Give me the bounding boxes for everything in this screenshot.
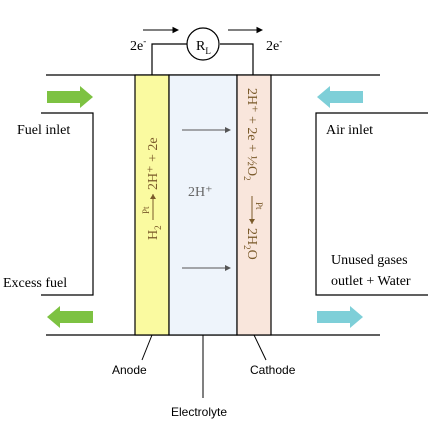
air-inlet-label: Air inlet — [326, 123, 373, 138]
svg-text:Pt: Pt — [141, 206, 151, 214]
outlet-label-line2: outlet + Water — [331, 274, 411, 289]
cathode-label: Cathode — [250, 363, 296, 377]
cathode-reaction: 2H⁺ + 2e + ½O2 Pt 2H2O — [242, 88, 264, 260]
svg-text:2H2O: 2H2O — [242, 228, 259, 260]
cathode-leader-line — [253, 334, 267, 361]
outlet-label-line1: Unused gases — [331, 253, 408, 268]
excess-fuel-arrow — [47, 306, 93, 328]
electrolyte-label: Electrolyte — [171, 405, 227, 419]
electrons-right-label: 2e- — [266, 36, 282, 54]
svg-text:H2: H2 — [146, 225, 163, 240]
ion-label: 2H⁺ — [188, 185, 213, 200]
outlet-arrow — [317, 306, 363, 328]
fuel-inlet-arrow — [47, 86, 93, 108]
anode-leader-line — [141, 334, 153, 361]
anode-label: Anode — [112, 363, 147, 377]
electrolyte-layer — [168, 74, 238, 336]
electrons-left-label: 2e- — [130, 36, 146, 54]
anode-reaction: H2 Pt 2H⁺ + 2e — [141, 137, 163, 240]
svg-text:2H⁺ + 2e: 2H⁺ + 2e — [146, 137, 161, 190]
svg-text:2H⁺ + 2e + ½O2: 2H⁺ + 2e + ½O2 — [242, 88, 259, 181]
air-inlet-arrow — [317, 86, 363, 108]
fuel-channel-wall — [41, 112, 94, 296]
anode-layer — [134, 74, 170, 336]
load-resistor — [186, 27, 220, 61]
load-label: RL — [196, 39, 211, 56]
excess-fuel-label: Excess fuel — [3, 276, 67, 291]
svg-text:Pt: Pt — [254, 202, 264, 210]
fuel-inlet-label: Fuel inlet — [17, 123, 70, 138]
external-circuit: RL 2e- 2e- — [130, 26, 282, 75]
air-channel-wall — [315, 112, 428, 296]
